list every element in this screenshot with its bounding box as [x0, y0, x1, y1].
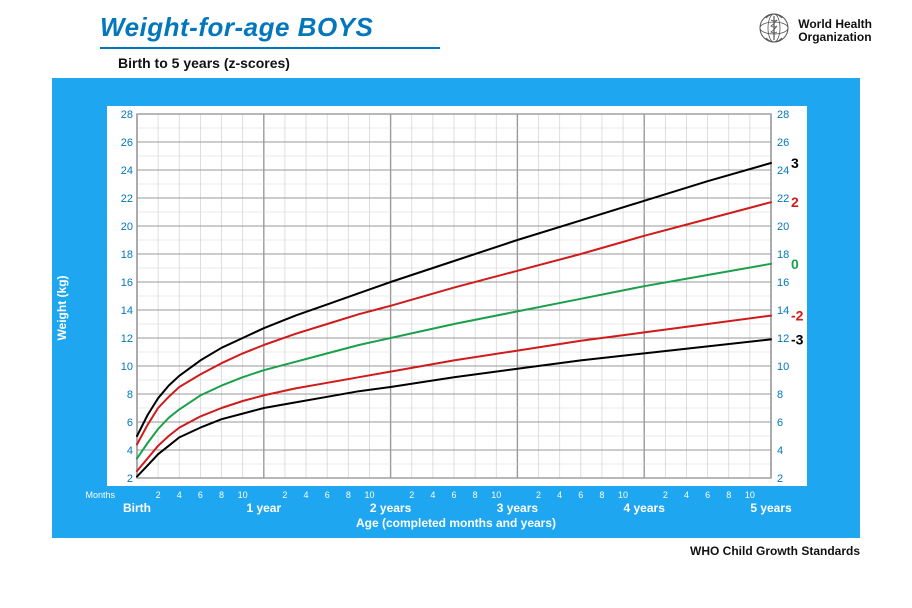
who-logo-text: World Health Organization — [798, 18, 872, 43]
svg-text:2: 2 — [156, 490, 161, 500]
who-logo-icon — [758, 12, 790, 49]
svg-text:2: 2 — [127, 473, 133, 485]
svg-text:6: 6 — [451, 490, 456, 500]
svg-text:24: 24 — [121, 165, 133, 177]
svg-text:Birth: Birth — [123, 501, 151, 515]
svg-text:10: 10 — [777, 361, 789, 373]
svg-text:8: 8 — [219, 490, 224, 500]
svg-text:6: 6 — [127, 417, 133, 429]
svg-text:10: 10 — [491, 490, 501, 500]
plot-area: 2468101214161820222426282468101214161820… — [107, 106, 807, 486]
svg-text:26: 26 — [121, 137, 133, 149]
svg-text:2 years: 2 years — [370, 501, 412, 515]
svg-text:8: 8 — [346, 490, 351, 500]
svg-text:18: 18 — [777, 249, 789, 261]
title-underline — [100, 47, 440, 49]
svg-text:-3: -3 — [791, 331, 804, 347]
svg-text:4: 4 — [304, 490, 309, 500]
svg-text:14: 14 — [121, 305, 133, 317]
svg-text:2: 2 — [536, 490, 541, 500]
svg-text:4: 4 — [777, 445, 783, 457]
x-axis-label: Age (completed months and years) — [356, 516, 556, 530]
svg-text:8: 8 — [599, 490, 604, 500]
svg-text:10: 10 — [238, 490, 248, 500]
svg-text:2: 2 — [791, 194, 799, 210]
svg-text:6: 6 — [777, 417, 783, 429]
chart-frame: Weight (kg) Age (completed months and ye… — [52, 78, 860, 538]
svg-text:16: 16 — [121, 277, 133, 289]
svg-text:12: 12 — [777, 333, 789, 345]
who-logo-block: World Health Organization — [758, 12, 872, 49]
svg-text:-2: -2 — [791, 308, 804, 324]
svg-text:8: 8 — [127, 389, 133, 401]
svg-text:10: 10 — [618, 490, 628, 500]
svg-text:22: 22 — [777, 193, 789, 205]
svg-text:8: 8 — [726, 490, 731, 500]
svg-text:10: 10 — [364, 490, 374, 500]
chart-subtitle: Birth to 5 years (z-scores) — [118, 55, 862, 71]
svg-text:28: 28 — [777, 109, 789, 121]
svg-text:6: 6 — [198, 490, 203, 500]
svg-text:6: 6 — [705, 490, 710, 500]
svg-text:2: 2 — [282, 490, 287, 500]
svg-text:4: 4 — [430, 490, 435, 500]
footer-text: WHO Child Growth Standards — [690, 544, 860, 558]
svg-text:1 year: 1 year — [246, 501, 281, 515]
svg-text:28: 28 — [121, 109, 133, 121]
chart-title: Weight-for-age BOYS — [100, 12, 862, 43]
org-line2: Organization — [798, 30, 871, 44]
svg-text:4: 4 — [684, 490, 689, 500]
svg-text:20: 20 — [777, 221, 789, 233]
svg-text:3: 3 — [791, 155, 799, 171]
svg-text:4: 4 — [177, 490, 182, 500]
svg-text:10: 10 — [745, 490, 755, 500]
svg-text:2: 2 — [777, 473, 783, 485]
plot-svg: 2468101214161820222426282468101214161820… — [107, 106, 807, 486]
svg-text:4: 4 — [557, 490, 562, 500]
svg-text:4: 4 — [127, 445, 133, 457]
svg-text:Months: Months — [85, 490, 115, 500]
svg-text:6: 6 — [325, 490, 330, 500]
chart-header: Weight-for-age BOYS Birth to 5 years (z-… — [100, 12, 862, 71]
svg-text:0: 0 — [791, 256, 799, 272]
svg-text:20: 20 — [121, 221, 133, 233]
page-root: Weight-for-age BOYS Birth to 5 years (z-… — [0, 0, 912, 608]
svg-text:6: 6 — [578, 490, 583, 500]
svg-text:22: 22 — [121, 193, 133, 205]
svg-text:3 years: 3 years — [497, 501, 539, 515]
svg-text:4 years: 4 years — [624, 501, 666, 515]
svg-text:24: 24 — [777, 165, 789, 177]
svg-text:5 years: 5 years — [750, 501, 792, 515]
svg-text:10: 10 — [121, 361, 133, 373]
svg-text:26: 26 — [777, 137, 789, 149]
svg-text:8: 8 — [473, 490, 478, 500]
y-axis-label: Weight (kg) — [55, 275, 69, 340]
svg-text:18: 18 — [121, 249, 133, 261]
svg-text:2: 2 — [663, 490, 668, 500]
svg-text:16: 16 — [777, 277, 789, 289]
svg-text:2: 2 — [409, 490, 414, 500]
svg-text:12: 12 — [121, 333, 133, 345]
svg-text:14: 14 — [777, 305, 789, 317]
svg-text:8: 8 — [777, 389, 783, 401]
